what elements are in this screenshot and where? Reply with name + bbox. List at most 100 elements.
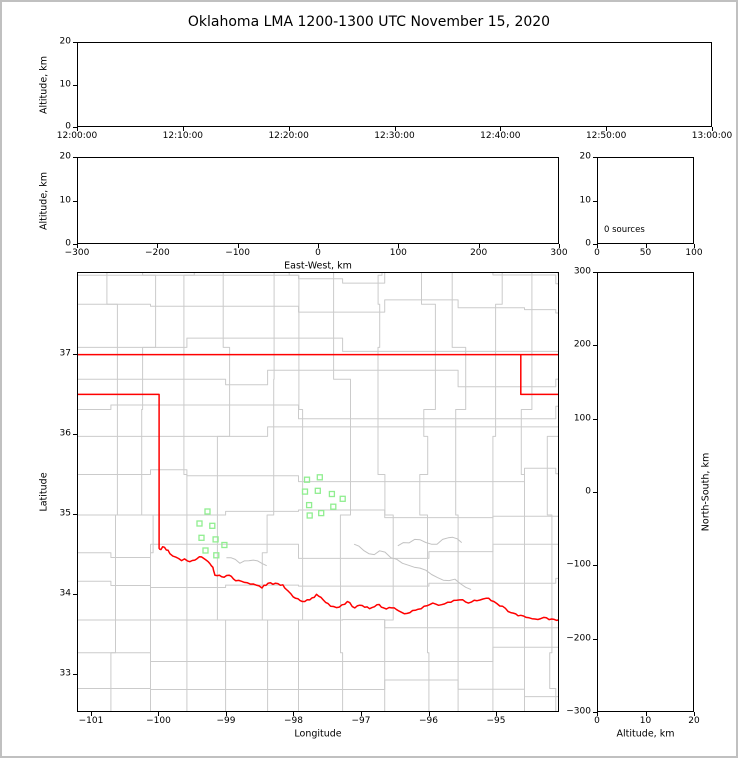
time-height-x-tick xyxy=(182,127,184,131)
plan-view-plot-area xyxy=(77,272,559,712)
time-height-x-tick-label: 13:00:00 xyxy=(691,131,733,141)
source-histogram-y-tick-label: 0 xyxy=(585,238,591,249)
lma-station-marker xyxy=(316,474,323,481)
ew-height-x-tick-label: 0 xyxy=(315,248,321,258)
source-histogram-x-tick xyxy=(694,244,695,248)
lma-station-marker xyxy=(198,534,205,541)
time-height-y-tick xyxy=(73,127,77,128)
plan-view-x-tick xyxy=(361,712,362,716)
time-height-x-tick xyxy=(712,127,713,131)
ns-height-y-tick-label: 0 xyxy=(585,486,591,497)
plan-view-y-tick-label: 35 xyxy=(59,508,71,519)
ew-height-y-tick xyxy=(73,200,77,202)
plan-view-x-tick xyxy=(293,712,295,716)
time-height-y-axis-label: Altitude, km xyxy=(38,55,50,114)
time-height-x-tick-label: 12:10:00 xyxy=(162,131,204,141)
lma-station-marker xyxy=(212,536,219,543)
ew-height-x-tick xyxy=(157,244,159,248)
ew-height-plot-area xyxy=(77,157,559,244)
lma-station-marker xyxy=(301,488,309,495)
ns-height-y-axis-label: North-South, km xyxy=(700,452,712,532)
lma-station-marker xyxy=(328,490,336,498)
ew-height-x-tick-label: 200 xyxy=(470,248,488,258)
plan-view-y-tick-label: 36 xyxy=(59,428,71,439)
time-height-y-tick xyxy=(73,84,77,86)
ns-height-y-tick-label: 200 xyxy=(573,339,591,350)
time-height-x-tick xyxy=(288,127,290,131)
plan-view-y-tick-label: 34 xyxy=(59,588,71,599)
lma-station-marker xyxy=(303,476,311,483)
lma-station-marker xyxy=(314,487,321,494)
plan-view-x-tick xyxy=(158,712,160,716)
lma-station-marker xyxy=(196,520,203,527)
source-histogram-y-tick-label: 10 xyxy=(579,195,591,205)
lma-station-marker xyxy=(213,552,220,559)
plan-view-x-tick-label: −97 xyxy=(351,716,371,726)
time-height-y-tick-label: 20 xyxy=(59,36,71,47)
time-height-y-tick-label: 0 xyxy=(65,121,71,132)
time-height-y-tick xyxy=(73,42,77,43)
ew-height-y-tick-label: 0 xyxy=(65,238,71,249)
plan-view-x-tick-label: −100 xyxy=(146,716,171,726)
ns-height-y-tick xyxy=(593,565,597,567)
ew-height-x-tick xyxy=(559,244,560,248)
ns-height-x-tick-label: 10 xyxy=(639,716,652,726)
oklahoma-map-canvas xyxy=(78,273,558,711)
missouri-arkansas-border xyxy=(520,354,558,396)
plan-view-x-tick xyxy=(90,712,92,716)
ew-height-y-tick xyxy=(73,157,77,158)
plan-view-y-tick-label: 33 xyxy=(59,668,71,679)
ew-height-y-axis-label: Altitude, km xyxy=(38,171,50,230)
source-histogram-y-tick xyxy=(593,244,597,245)
source-histogram-x-tick xyxy=(645,244,647,248)
time-height-x-tick xyxy=(394,127,396,131)
lma-station-marker xyxy=(306,512,313,519)
ew-height-x-tick-label: 300 xyxy=(550,248,568,258)
ew-height-x-tick xyxy=(398,244,400,248)
plan-view-y-tick-label: 37 xyxy=(59,348,71,359)
lma-station-marker xyxy=(330,503,337,510)
texas-panhandle-border xyxy=(78,393,160,549)
state-boundaries xyxy=(78,353,558,622)
plan-view-x-tick-label: −98 xyxy=(283,716,303,726)
plan-view-x-tick xyxy=(428,712,430,716)
plan-view-y-tick xyxy=(73,514,77,515)
time-height-x-tick-label: 12:50:00 xyxy=(585,131,627,141)
plan-view-x-axis-label: Longitude xyxy=(294,728,342,740)
ns-height-x-tick-label: 20 xyxy=(688,716,700,726)
ew-height-x-axis-label: East-West, km xyxy=(284,260,352,272)
ew-height-x-tick-label: 100 xyxy=(389,248,407,258)
ew-height-x-tick-label: −200 xyxy=(144,248,170,258)
time-height-x-tick-label: 12:30:00 xyxy=(374,131,415,141)
ns-height-y-tick xyxy=(593,492,597,493)
ns-height-y-tick-label: 300 xyxy=(573,266,591,277)
lma-stations xyxy=(196,474,346,559)
ew-height-y-tick-label: 10 xyxy=(59,195,71,205)
source-count-annotation: 0 sources xyxy=(604,225,645,235)
source-histogram-y-tick xyxy=(593,200,597,202)
time-height-x-tick-label: 12:40:00 xyxy=(480,131,521,141)
plan-view-y-tick xyxy=(73,674,77,675)
source-histogram-x-tick-label: 50 xyxy=(639,248,652,258)
plan-view-x-tick-label: −96 xyxy=(419,716,438,726)
lma-station-marker xyxy=(209,522,216,529)
ns-height-plot-area xyxy=(597,272,694,712)
ns-height-x-tick xyxy=(694,712,695,716)
plan-view-x-tick-label: −99 xyxy=(216,716,236,726)
ns-height-y-tick-label: −300 xyxy=(566,706,591,717)
ns-height-y-tick xyxy=(593,345,597,347)
time-height-x-tick xyxy=(500,127,502,131)
time-height-y-tick-label: 10 xyxy=(59,79,71,89)
ns-height-y-tick-label: 100 xyxy=(573,413,591,424)
ew-height-y-tick-label: 20 xyxy=(59,151,71,162)
plan-view-y-tick xyxy=(73,594,77,595)
county-boundaries xyxy=(78,273,558,711)
lma-station-marker xyxy=(221,541,228,549)
ns-height-y-tick-label: −100 xyxy=(566,559,591,570)
ew-height-x-tick xyxy=(478,244,480,248)
ns-height-y-tick xyxy=(593,712,597,713)
plan-view-x-tick-label: −95 xyxy=(486,716,506,726)
plan-view-y-tick xyxy=(73,434,77,435)
source-histogram-x-tick xyxy=(597,244,598,248)
